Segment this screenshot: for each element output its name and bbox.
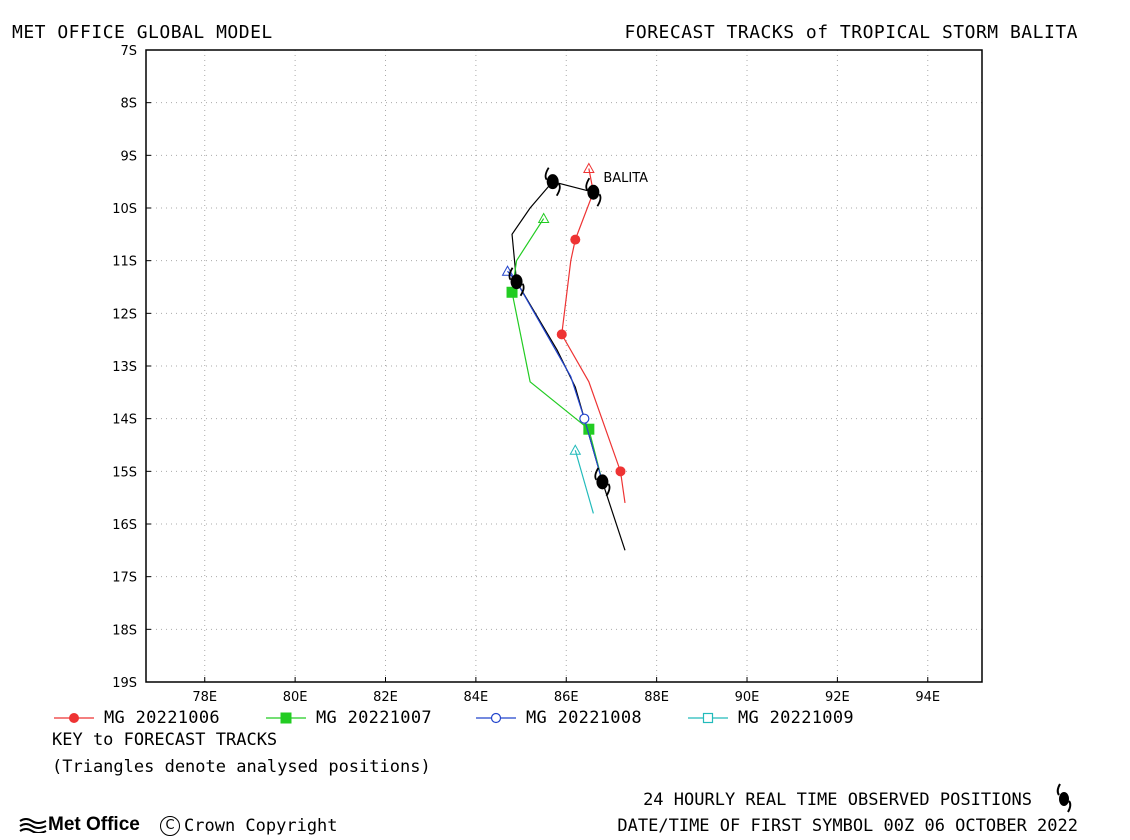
cyclone-symbol — [594, 467, 611, 497]
copyright: C Crown Copyright — [160, 816, 338, 836]
logo-text: Met Office — [48, 814, 140, 835]
key-title: KEY to FORECAST TRACKS — [52, 730, 278, 750]
analysed-position-triangle — [537, 212, 550, 224]
forecast-track-line — [561, 168, 626, 504]
lat-tick-label: 7S — [120, 44, 137, 59]
met-office-wave-icon — [19, 818, 47, 833]
cyclone-symbol-icon — [1056, 783, 1072, 813]
cyclone-symbol — [508, 267, 525, 297]
legend-swatch-green — [266, 712, 306, 724]
legend-marker — [69, 713, 79, 723]
analysed-position-triangle — [569, 444, 582, 455]
forecast-tracks — [501, 162, 626, 551]
forecast-position-marker — [570, 234, 581, 245]
cyclone-symbol — [544, 167, 561, 197]
storm-name-label: BALITA — [603, 171, 648, 186]
lon-tick-label: 92E — [825, 690, 850, 705]
legend-label: MG 20221006 — [104, 708, 220, 728]
forecast-track-line — [511, 218, 603, 483]
lat-tick-label: 18S — [112, 623, 137, 638]
lon-tick-label: 94E — [915, 690, 940, 705]
copyright-icon: C — [160, 816, 180, 836]
lon-tick-label: 84E — [463, 690, 488, 705]
forecast-position-marker — [615, 466, 626, 477]
lon-tick-label: 86E — [554, 690, 579, 705]
lat-tick-label: 12S — [112, 307, 137, 322]
observed-positions — [508, 167, 611, 497]
forecast-track-line — [574, 450, 594, 514]
forecast-track-black — [511, 181, 626, 551]
lon-tick-label: 80E — [283, 690, 308, 705]
lon-tick-label: 78E — [192, 690, 217, 705]
first-symbol-date: DATE/TIME OF FIRST SYMBOL 00Z 06 OCTOBER… — [617, 816, 1078, 836]
model-title: MET OFFICE GLOBAL MODEL — [12, 22, 273, 43]
legend-label: MG 20221009 — [738, 708, 854, 728]
legend-item-20221006: MG 20221006 — [52, 708, 220, 728]
legend-item-20221008: MG 20221008 — [474, 708, 642, 728]
lat-tick-label: 13S — [112, 360, 137, 375]
forecast-position-marker — [556, 329, 567, 340]
map-axes: 7S 8S 9S 10S 11S 12S 13S 14S 15S 16S 17S 18S 19S 78E 8… — [112, 44, 983, 705]
forecast-position-marker — [506, 286, 518, 298]
key-note: (Triangles denote analysed positions) — [52, 757, 431, 777]
lon-tick-label: 88E — [644, 690, 669, 705]
lat-tick-label: 10S — [112, 202, 137, 217]
legend-label: MG 20221008 — [526, 708, 642, 728]
lat-tick-label: 16S — [112, 518, 137, 533]
legend-marker — [490, 712, 502, 724]
legend-label: MG 20221007 — [316, 708, 432, 728]
map-grid — [146, 50, 982, 682]
copyright-text: Crown Copyright — [184, 816, 338, 836]
met-office-logo: Met Office — [18, 814, 140, 836]
forecast-track-line — [507, 270, 603, 483]
lon-tick-label: 82E — [373, 690, 398, 705]
lat-tick-label: 17S — [112, 571, 137, 586]
cyclone-symbol — [585, 177, 602, 207]
lat-tick-label: 11S — [112, 255, 137, 270]
legend-swatch-blue — [476, 712, 516, 724]
legend-item-20221007: MG 20221007 — [264, 708, 432, 728]
legend: MG 20221006 MG 20221007 MG 20221008 MG 2… — [52, 708, 952, 730]
analysed-position-triangle — [583, 162, 595, 173]
lat-tick-label: 8S — [120, 97, 137, 112]
legend-marker — [702, 712, 714, 724]
legend-item-20221009: MG 20221009 — [686, 708, 854, 728]
lat-tick-label: 15S — [112, 465, 137, 480]
forecast-position-marker — [579, 413, 590, 424]
forecast-position-marker — [583, 423, 595, 435]
lat-tick-label: 14S — [112, 413, 137, 428]
lon-tick-label: 90E — [735, 690, 760, 705]
legend-marker — [280, 712, 292, 724]
observed-positions-caption: 24 HOURLY REAL TIME OBSERVED POSITIONS — [643, 790, 1032, 810]
lat-tick-label: 19S — [112, 676, 137, 691]
legend-swatch-cyan — [688, 712, 728, 724]
legend-swatch-red — [54, 713, 94, 723]
chart-title: FORECAST TRACKS of TROPICAL STORM BALITA — [624, 22, 1078, 43]
lat-tick-label: 9S — [120, 149, 137, 164]
